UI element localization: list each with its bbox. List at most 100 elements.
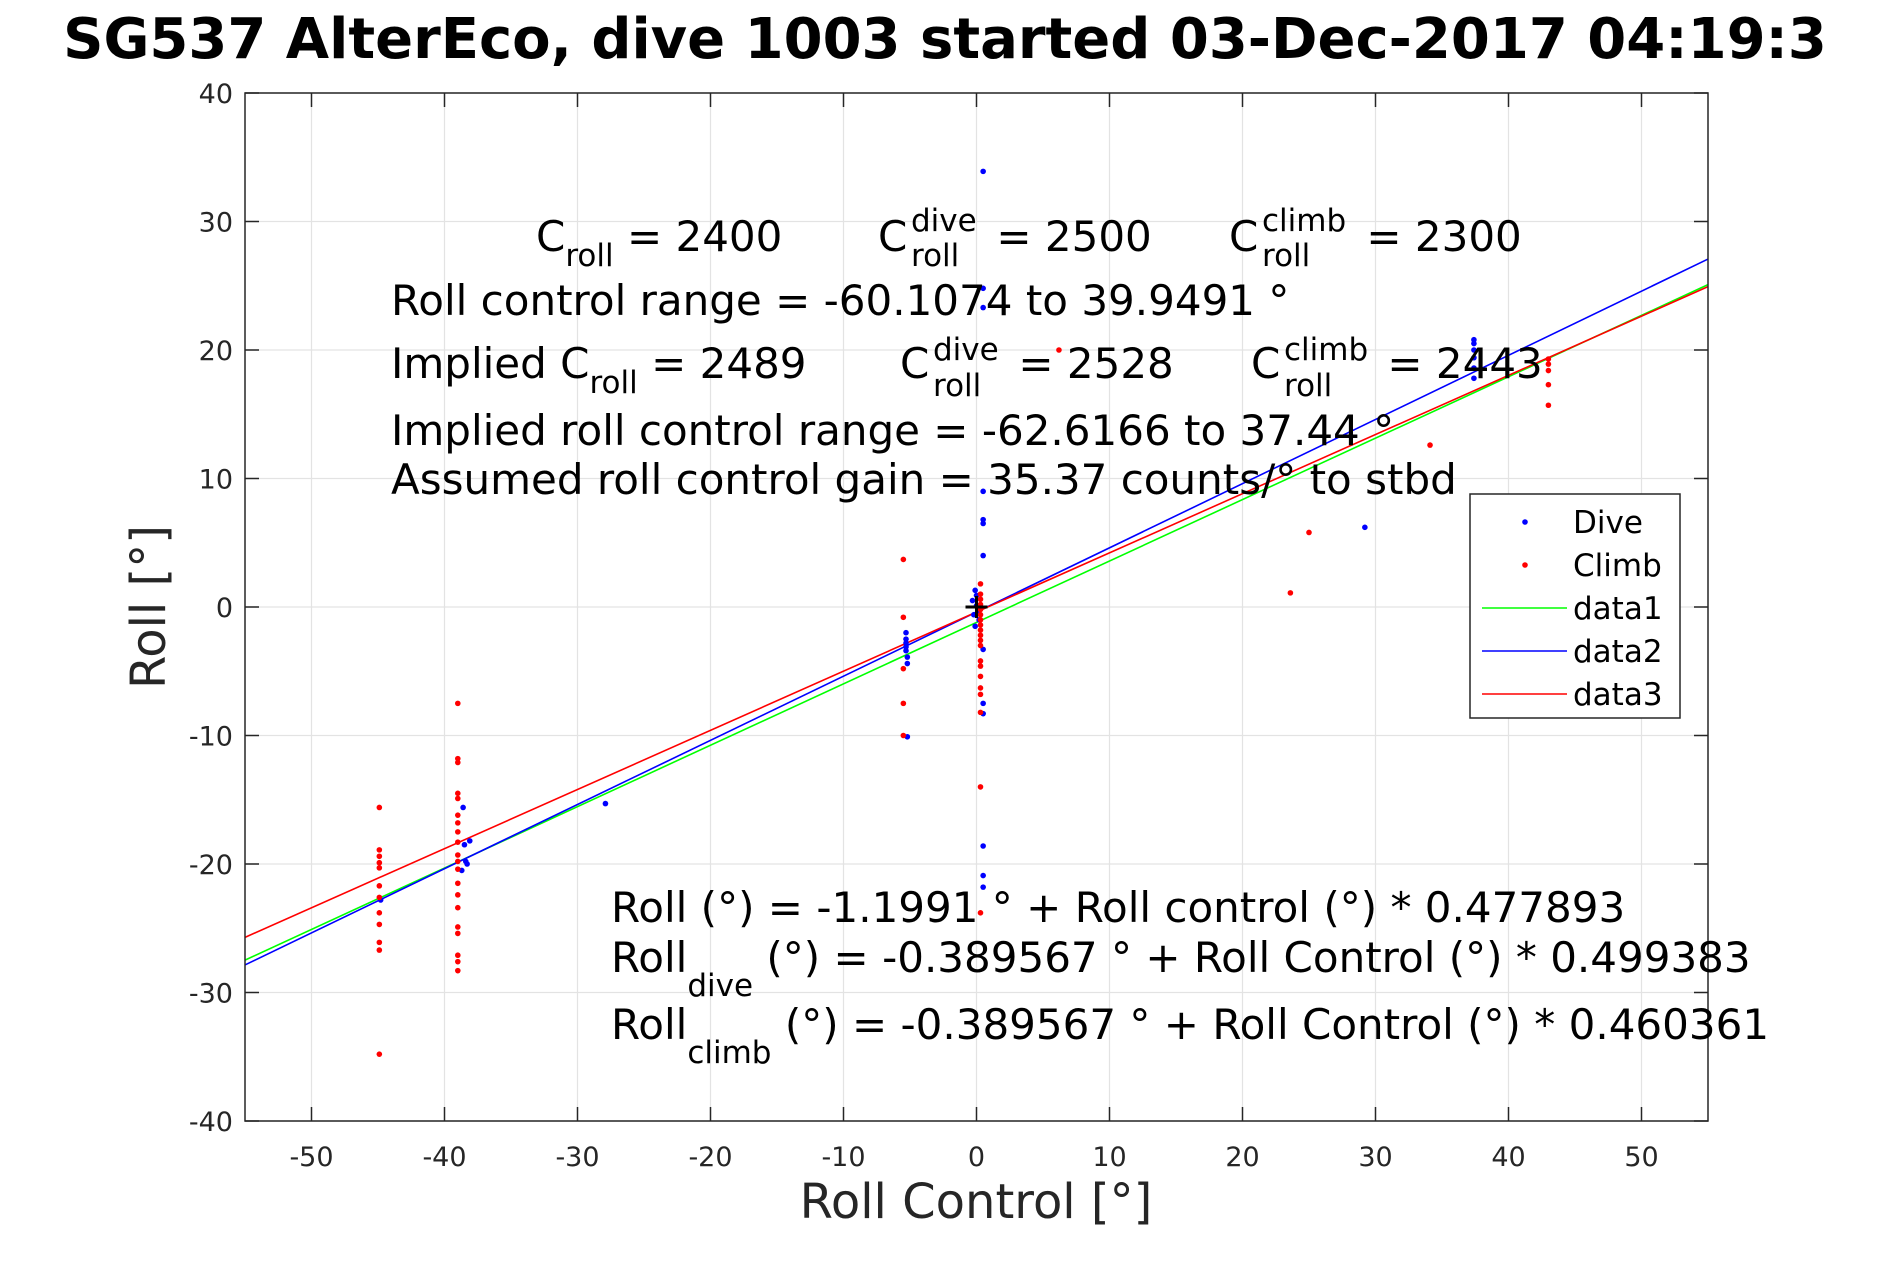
point-climb [455, 839, 461, 845]
point-climb [455, 858, 461, 865]
x-tick-label: 50 [1624, 1142, 1658, 1173]
point-dive [602, 800, 609, 807]
point-dive [903, 636, 909, 642]
point-dive [904, 660, 911, 667]
point-climb [1287, 590, 1294, 596]
x-tick-label: -50 [289, 1142, 333, 1173]
point-climb [455, 930, 461, 937]
point-climb [376, 939, 383, 946]
point-dive [1471, 375, 1477, 382]
point-dive [466, 838, 473, 844]
point-climb [977, 784, 984, 790]
x-tick-labels: -50 -40 -30 -20 -10 0 10 20 30 40 50 [289, 1142, 1658, 1173]
y-tick-label: 30 [199, 208, 233, 239]
legend-marker-climb [1522, 562, 1528, 568]
y-tick-labels: -40 -30 -20 -10 0 10 20 30 40 [189, 79, 233, 1138]
point-climb [1056, 347, 1062, 353]
point-climb [977, 617, 984, 623]
x-tick-label: -10 [821, 1142, 865, 1173]
legend-marker-dive [1522, 519, 1528, 525]
implied-c-roll-dive-value: = 2528 [1005, 339, 1174, 388]
fit-all-annotation: Roll (°) = -1.1991 ° + Roll control (°) … [611, 883, 1625, 932]
x-tick-label: -30 [555, 1142, 599, 1173]
point-climb [376, 847, 383, 853]
point-dive [1471, 347, 1477, 353]
implied-c-roll-dive-annotation: C [900, 339, 929, 388]
x-tick-label: 20 [1225, 1142, 1259, 1173]
point-climb [376, 947, 383, 953]
point-climb [376, 1051, 383, 1057]
c-roll-dive-sup: dive [911, 203, 977, 239]
x-axis-label: Roll Control [°] [800, 1174, 1153, 1230]
x-tick-label: 10 [1092, 1142, 1126, 1173]
x-tick-label: -20 [688, 1142, 732, 1173]
c-roll-dive-annotation: C [878, 212, 907, 261]
point-climb [1545, 356, 1552, 362]
point-dive [1471, 365, 1477, 371]
x-tick-label: 30 [1358, 1142, 1392, 1173]
point-climb [977, 663, 984, 669]
point-climb [376, 883, 383, 889]
point-dive [972, 623, 978, 630]
point-climb [455, 880, 461, 887]
point-climb [977, 673, 984, 680]
point-climb [977, 581, 984, 587]
point-dive [969, 597, 976, 604]
point-climb [977, 611, 984, 618]
y-tick-label: 20 [199, 336, 233, 367]
implied-c-roll-climb-sup: climb [1284, 332, 1368, 368]
point-climb [455, 924, 461, 930]
c-roll-climb-value: = 2300 [1353, 212, 1522, 261]
point-dive [903, 644, 909, 650]
implied-c-roll-dive-sub: roll [933, 368, 981, 404]
data-points [376, 168, 1552, 1057]
point-climb [977, 658, 984, 664]
c-roll-dive-value: = 2500 [983, 212, 1152, 261]
legend-label: data2 [1573, 634, 1663, 670]
range-annotation: Roll control range = -60.1074 to 39.9491… [391, 276, 1289, 325]
point-climb [455, 812, 461, 818]
annotations-upper: Croll = 2400 C dive roll = 2500 C climb … [391, 203, 1543, 504]
point-climb [977, 622, 984, 628]
point-climb [977, 632, 984, 639]
y-tick-label: -40 [189, 1107, 233, 1138]
point-dive [1471, 336, 1477, 343]
implied-c-roll-climb-value: = 2443 [1374, 339, 1543, 388]
point-dive [903, 647, 909, 654]
point-climb [455, 759, 461, 766]
point-climb [376, 804, 383, 811]
point-climb [977, 691, 984, 698]
c-roll-dive-sub: roll [911, 238, 959, 274]
y-tick-label: -10 [189, 722, 233, 753]
point-dive [460, 804, 466, 811]
fit-climb-annotation: Rollclimb (°) = -0.389567 ° + Roll Contr… [611, 1000, 1769, 1071]
point-climb [1545, 381, 1552, 388]
point-climb [455, 958, 461, 965]
point-climb [1545, 367, 1552, 374]
implied-c-roll-annotation: Implied Croll = 2489 [391, 339, 807, 401]
point-dive [903, 629, 909, 636]
point-dive [980, 285, 986, 292]
point-climb [455, 904, 461, 911]
point-dive [980, 304, 986, 311]
point-climb [977, 642, 984, 649]
point-climb [900, 732, 907, 739]
point-climb [977, 685, 984, 691]
point-climb [977, 596, 984, 603]
point-climb [455, 700, 461, 707]
point-climb [376, 865, 383, 871]
point-climb [376, 921, 383, 928]
point-climb [900, 556, 907, 563]
legend-label: Dive [1573, 505, 1643, 541]
point-dive [903, 640, 909, 646]
point-climb [455, 852, 461, 858]
point-dive [980, 700, 986, 707]
point-dive [980, 884, 986, 890]
point-dive [980, 488, 986, 495]
point-climb [455, 967, 461, 974]
point-dive [980, 168, 986, 175]
point-climb [1306, 529, 1312, 536]
point-climb [977, 709, 984, 716]
legend-label: data3 [1573, 677, 1663, 713]
